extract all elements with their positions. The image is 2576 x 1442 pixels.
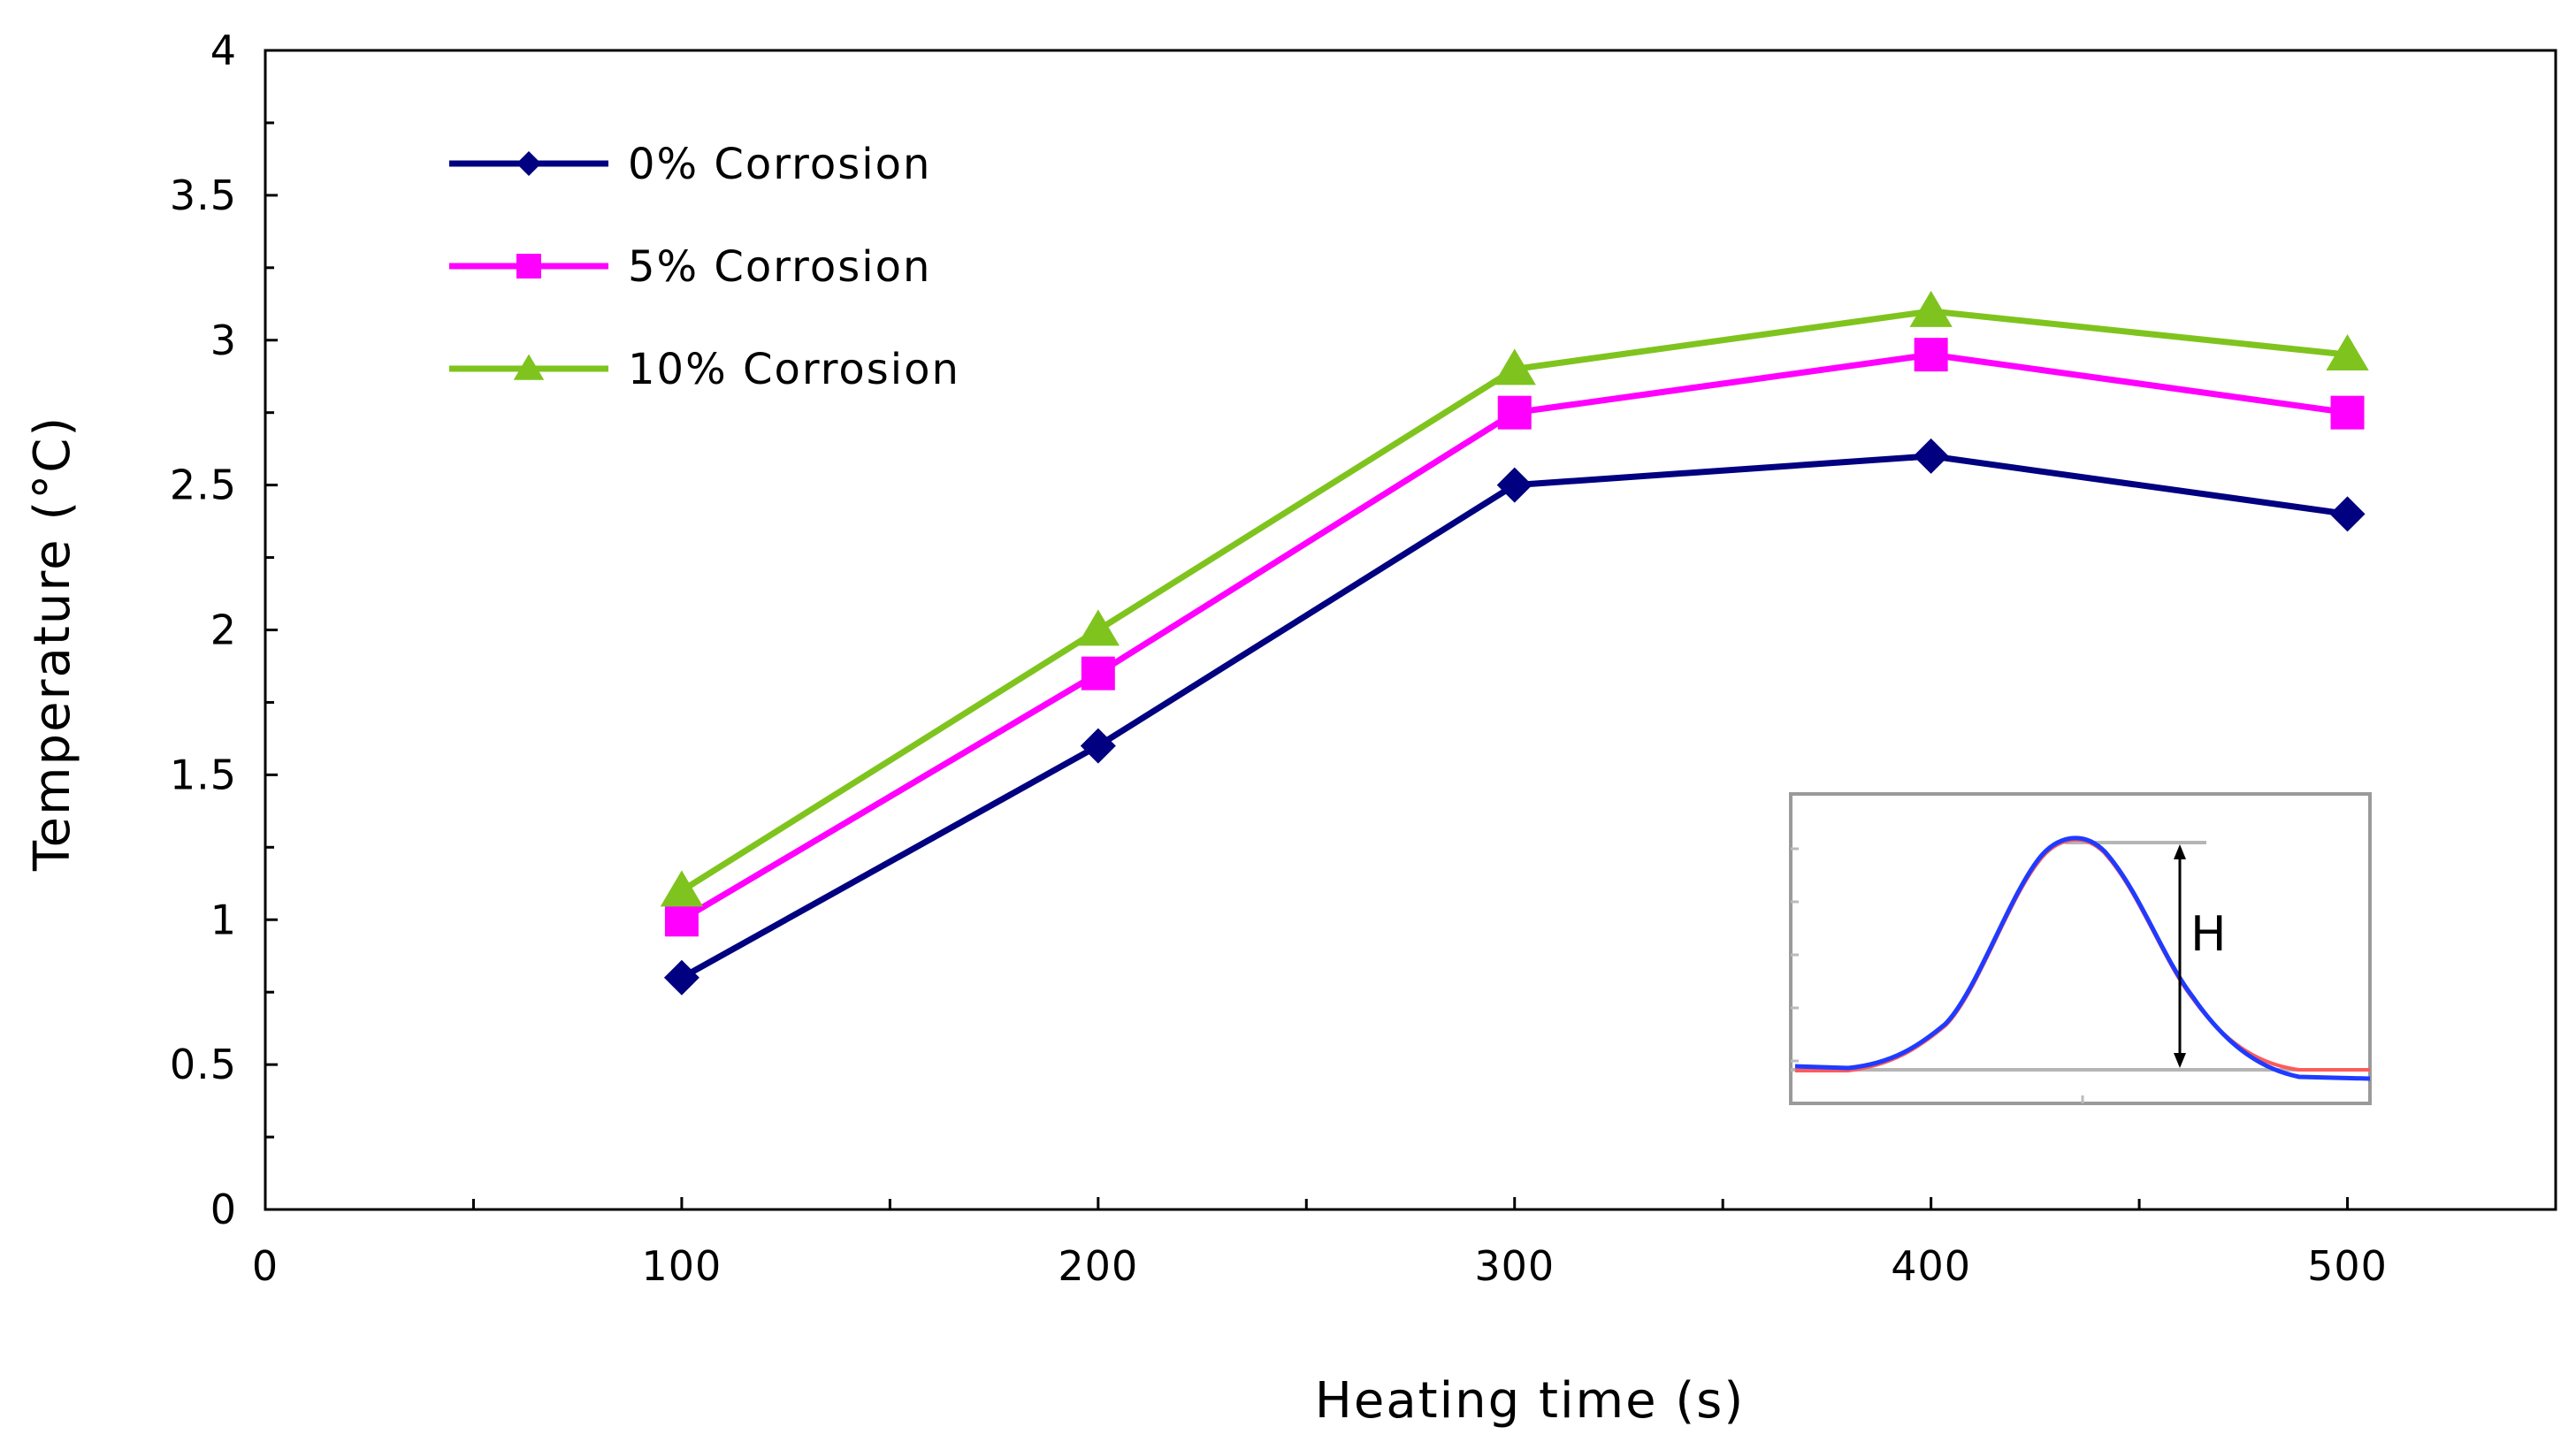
data-point [660, 870, 704, 907]
data-point [2326, 334, 2369, 370]
data-point [1496, 467, 1533, 503]
inset-frame [1789, 792, 2372, 1105]
data-point [1913, 438, 1949, 474]
y-tick-label: 0.5 [170, 1041, 237, 1088]
x-axis-title: Heating time (s) [1315, 1372, 1745, 1430]
y-tick-label: 2 [210, 607, 237, 654]
legend-marker [513, 354, 545, 380]
data-point [1497, 395, 1532, 430]
x-tick-label: 500 [2307, 1242, 2388, 1290]
inset-frame-ticks [1791, 847, 2084, 1103]
y-tick-label: 2.5 [170, 462, 237, 509]
inset-curve-blue [1794, 835, 2371, 1081]
data-point [1909, 290, 1953, 327]
data-point [1076, 609, 1120, 646]
data-point [1080, 728, 1116, 764]
data-point [2329, 496, 2366, 532]
data-point [1493, 348, 1536, 385]
data-point [2330, 395, 2365, 430]
y-tick-label: 4 [210, 27, 237, 74]
x-tick-label: 0 [252, 1242, 279, 1290]
legend-label: 10% Corrosion [628, 345, 960, 394]
inset-peak-diagram: H [1789, 792, 2372, 1105]
y-tick-label: 0 [210, 1186, 237, 1233]
y-axis-title: Temperature (°C) [24, 416, 81, 872]
legend-label: 5% Corrosion [628, 242, 931, 292]
data-point [1914, 338, 1948, 372]
x-tick-label: 200 [1058, 1242, 1138, 1290]
y-tick-label: 3 [210, 317, 237, 364]
y-tick-label: 1.5 [170, 751, 237, 798]
data-point [664, 903, 699, 937]
legend-marker [516, 151, 541, 176]
x-tick-label: 300 [1474, 1242, 1555, 1290]
data-point [663, 959, 699, 996]
x-tick-label: 100 [642, 1242, 722, 1290]
legend-marker [516, 254, 541, 278]
inset-arrow-head-bottom [2174, 1053, 2186, 1068]
legend-label: 0% Corrosion [628, 140, 931, 189]
inset-arrow-head-top [2174, 844, 2186, 859]
x-tick-label: 400 [1891, 1242, 1971, 1290]
y-tick-label: 1 [210, 896, 237, 943]
inset-label-h: H [2190, 906, 2227, 962]
y-tick-label: 3.5 [170, 172, 237, 219]
data-point [1081, 656, 1115, 690]
